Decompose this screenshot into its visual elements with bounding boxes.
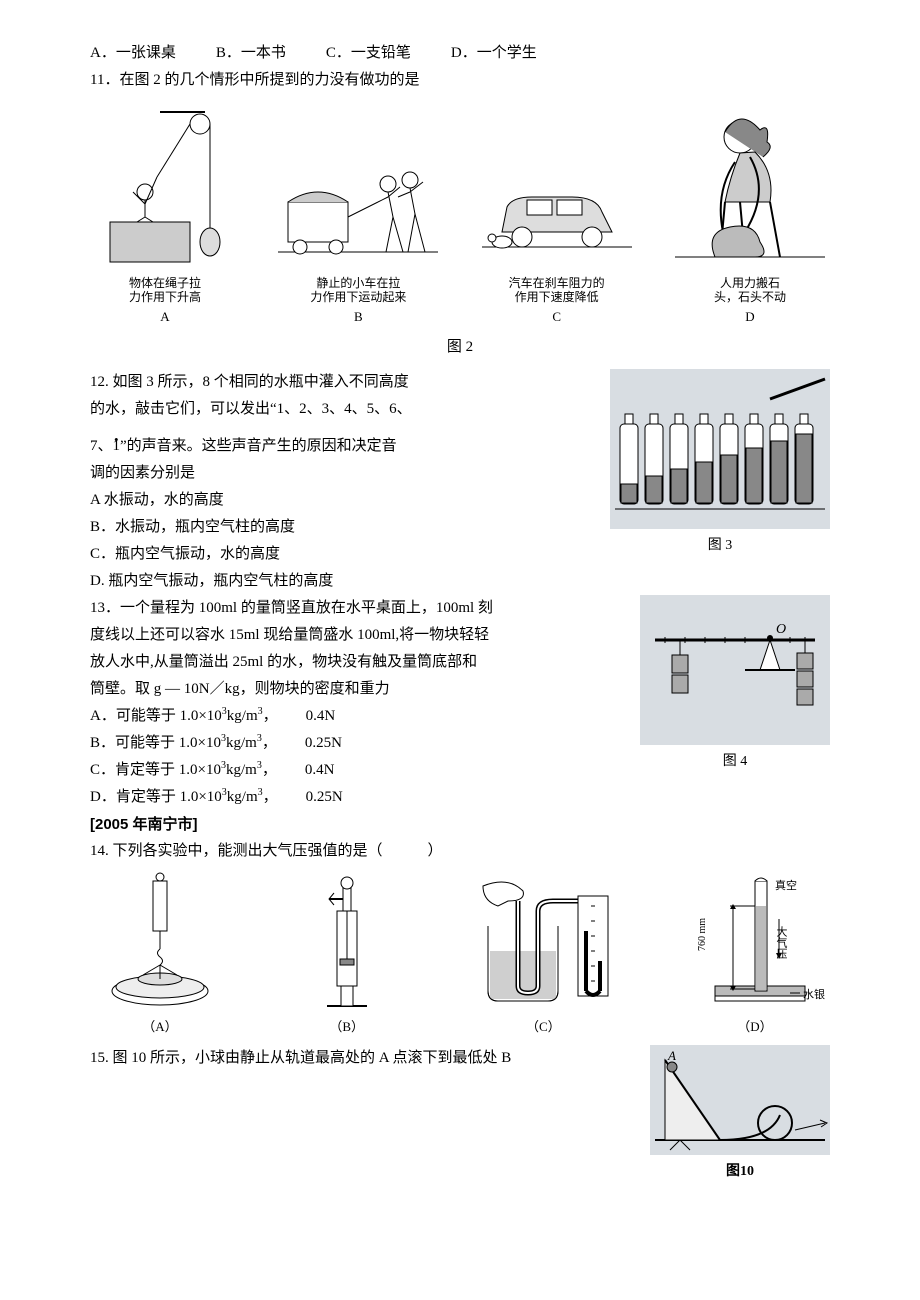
fig2-c: 汽车在刹车阻力的 作用下速度降低 C (477, 102, 637, 328)
q14-stem: 14. 下列各实验中，能测出大气压强值的是（ ） (90, 838, 830, 865)
opt-a: A．一张课桌 (90, 40, 176, 67)
q13-l4: 筒壁。取 g — 10N／kg，则物块的密度和重力 (90, 676, 624, 703)
figure-3: 图 3 (610, 369, 830, 558)
figure-2-label: 图 2 (90, 334, 830, 361)
prev-question-options: A．一张课桌 B．一本书 C．一支铅笔 D．一个学生 (90, 40, 830, 67)
q12-b: B．水振动，瓶内空气柱的高度 (90, 514, 594, 541)
svg-text:760 mm: 760 mm (697, 918, 708, 951)
opt-b: B．一本书 (216, 40, 286, 67)
figure-2: 物体在绳子拉 力作用下升高 A 静止的小车在拉 力作用下运动起来 (90, 102, 830, 361)
q13-d: D．肯定等于 1.0×103kg/m3，0.25N (90, 784, 624, 811)
q14-b-label: （B） (287, 1015, 407, 1038)
fig2-a-label: A (90, 305, 240, 328)
q12-l2: 的水，敲击它们，可以发出“1、2、3、4、5、6、 (90, 396, 594, 423)
fig2-b: 静止的小车在拉 力作用下运动起来 B (273, 102, 443, 328)
q14-c: （C） (463, 871, 623, 1038)
q13-l1: 13．一个量程为 100ml 的量筒竖直放在水平桌面上，100ml 刻 (90, 595, 624, 622)
q12-l3: •7、1”的声音来。这些声音产生的原因和决定音 (90, 433, 594, 460)
q12-c: C．瓶内空气振动，水的高度 (90, 541, 594, 568)
fig2-a: 物体在绳子拉 力作用下升高 A (90, 102, 240, 328)
q12-d: D. 瓶内空气振动，瓶内空气柱的高度 (90, 568, 594, 595)
figure-10-label: 图10 (650, 1159, 830, 1184)
q14-a-label: （A） (90, 1015, 230, 1038)
q14-a: （A） (90, 871, 230, 1038)
fig2-d: 人用力搬石 头，石头不动 D (670, 102, 830, 328)
fig2-c-label: C (477, 305, 637, 328)
figure-3-label: 图 3 (610, 533, 830, 558)
fig2-b-caption: 静止的小车在拉 力作用下运动起来 (273, 276, 443, 305)
figure-q14: （A） （B） (90, 871, 830, 1038)
svg-text:A: A (667, 1048, 676, 1063)
q13-c: C．肯定等于 1.0×103kg/m3，0.4N (90, 757, 624, 784)
q13-l2: 度线以上还可以容水 15ml 现给量筒盛水 100ml,将一物块轻轻 (90, 622, 624, 649)
q12-l1: 12. 如图 3 所示，8 个相同的水瓶中灌入不同高度 (90, 369, 594, 396)
q12-l4: 调的因素分别是 (90, 460, 594, 487)
q13-b: B．可能等于 1.0×103kg/m3，0.25N (90, 730, 624, 757)
section-header: [2005 年南宁市] (90, 811, 830, 838)
q14-b: （B） (287, 871, 407, 1038)
fig2-a-caption: 物体在绳子拉 力作用下升高 (90, 276, 240, 305)
figure-10: A 图10 (650, 1045, 830, 1184)
fig2-b-label: B (273, 305, 443, 328)
figure-4: O 图 4 (640, 595, 830, 774)
q11-stem: 11．在图 2 的几个情形中所提到的力没有做功的是 (90, 67, 830, 94)
q12-a: A 水振动，水的高度 (90, 487, 594, 514)
opt-d: D．一个学生 (451, 40, 537, 67)
q13-a: A．可能等于 1.0×103kg/m3，0.4N (90, 703, 624, 730)
fig2-c-caption: 汽车在刹车阻力的 作用下速度降低 (477, 276, 637, 305)
fig2-d-caption: 人用力搬石 头，石头不动 (670, 276, 830, 305)
q14-d: 760 mm 真空 大气压 水银 （D） (680, 871, 830, 1038)
fig2-d-label: D (670, 305, 830, 328)
q15-stem: 15. 图 10 所示，小球由静止从轨道最高处的 A 点滚下到最低处 B (90, 1045, 634, 1072)
opt-c: C．一支铅笔 (326, 40, 411, 67)
q14-d-vacuum-label: 真空 (775, 878, 797, 892)
figure-4-label: 图 4 (640, 749, 830, 774)
q13-l3: 放人水中,从量筒溢出 25ml 的水，物块没有触及量筒底部和 (90, 649, 624, 676)
svg-text:O: O (776, 622, 786, 637)
q14-c-label: （C） (463, 1015, 623, 1038)
svg-text:水银: 水银 (803, 987, 825, 1001)
q14-d-label: （D） (680, 1015, 830, 1038)
